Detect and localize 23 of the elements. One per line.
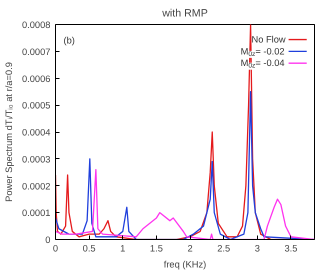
y-tick-label: 0 [45,235,51,245]
chart-title: with RMP [161,8,208,20]
legend-label: No Flow [252,34,286,45]
x-tick-label: 0.5 [82,244,96,254]
x-tick-label: 3.5 [284,244,298,254]
y-tick-label: 0.0005 [22,100,50,111]
y-axis-title: Power Spectrum dTᵢ/Tᵢ₀ at r/a=0.9 [4,62,14,202]
y-tick-label: 0.0004 [22,128,50,138]
x-tick-label: 2 [187,244,193,254]
y-tick-label: 0.0007 [22,46,50,57]
x-tick-label: 1.5 [150,244,163,254]
y-tick-label: 0.0008 [22,20,50,30]
y-tick-label: 0.0002 [22,181,50,192]
x-tick-label: 0 [52,244,58,254]
y-tick-label: 0.0003 [22,154,50,164]
x-axis-title: freq (KHz) [164,260,206,270]
y-tick-label: 0.0006 [22,74,50,84]
annotation: (b) [64,36,75,46]
x-tick-label: 2.5 [217,244,230,254]
y-tick-label: 0.0001 [22,208,50,218]
x-tick-label: 3 [254,244,260,254]
x-tick-label: 1 [120,244,126,254]
line-series [56,24,314,240]
